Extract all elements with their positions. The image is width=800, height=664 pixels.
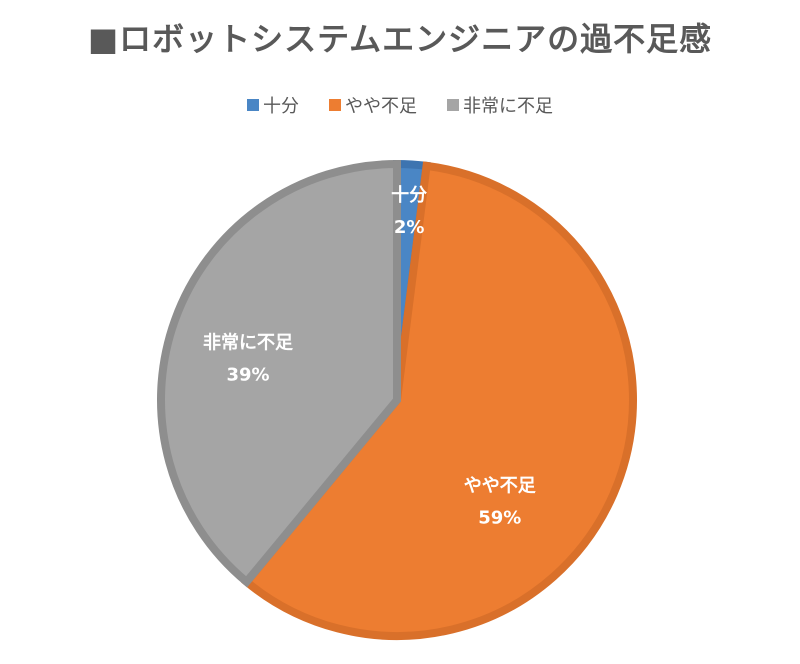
- legend-item-jubun: 十分: [247, 92, 299, 118]
- legend-item-yaya-fusoku: やや不足: [329, 92, 417, 118]
- slice-value-hijouni-fusoku: 39%: [226, 365, 269, 386]
- slice-value-jubun: 2%: [394, 217, 425, 238]
- legend-item-hijouni-fusoku: 非常に不足: [447, 92, 553, 118]
- slice-label-yaya-fusoku: やや不足: [464, 475, 536, 496]
- legend-swatch-yaya-fusoku: [329, 99, 341, 111]
- pie-slice-hijouni-fusoku: [157, 159, 401, 588]
- pie-labels: 十分 2% やや不足 59% 非常に不足 39%: [203, 184, 536, 529]
- legend-label-yaya-fusoku: やや不足: [345, 96, 417, 117]
- slice-label-hijouni-fusoku: 非常に不足: [203, 332, 293, 354]
- slice-value-yaya-fusoku: 59%: [478, 507, 521, 528]
- legend-swatch-hijouni-fusoku: [447, 99, 459, 111]
- legend-label-jubun: 十分: [263, 96, 299, 117]
- pie-slice-yaya-fusoku: [240, 161, 637, 640]
- chart-title: ■ロボットシステムエンジニアの過不足感: [87, 20, 713, 58]
- slice-label-jubun: 十分: [391, 184, 427, 206]
- legend: 十分 やや不足 非常に不足: [0, 92, 800, 118]
- pie-slices: [157, 159, 637, 640]
- legend-swatch-jubun: [247, 99, 259, 111]
- legend-label-hijouni-fusoku: 非常に不足: [463, 96, 553, 117]
